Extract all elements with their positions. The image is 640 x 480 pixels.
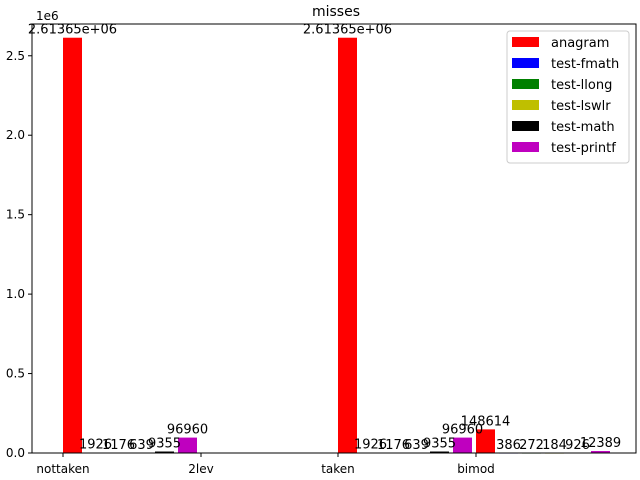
legend-swatch-test-lswlr (512, 100, 539, 110)
legend-swatch-test-llong (512, 79, 539, 89)
legend-swatch-anagram (512, 37, 539, 47)
value-label-taken-test-lswlr: 639 (404, 438, 429, 453)
legend-label-test-printf: test-printf (551, 141, 616, 156)
value-label-taken-test-printf: 96960 (442, 423, 483, 438)
bar-taken-test-math (430, 451, 449, 453)
bar-taken-anagram (338, 37, 357, 453)
value-label-bimod-test-lswlr: 184 (542, 438, 567, 453)
bar-bimod-test-printf (591, 451, 610, 453)
y-tick-label: 2.5 (6, 49, 25, 63)
bar-nottaken-test-math (155, 451, 174, 453)
x-tick-label-nottaken: nottaken (36, 462, 89, 476)
chart-title: misses (312, 4, 360, 20)
value-label-bimod-test-fmath: 386 (496, 438, 521, 453)
plot-frame (31, 23, 637, 454)
x-axis: nottaken 2lev taken bimod (36, 453, 495, 476)
legend: anagram test-fmath test-llong test-lswlr tes… (506, 30, 630, 164)
legend-label-test-math: test-math (551, 120, 615, 135)
legend-label-test-lswlr: test-lswlr (551, 99, 611, 114)
value-labels-layer: 2.61365e+06192611766399355969602.61365e+… (28, 23, 621, 453)
bar-bimod-anagram (476, 429, 495, 453)
y-tick-label: 1.5 (6, 208, 25, 222)
bar-nottaken-anagram (63, 37, 82, 453)
bars-layer (63, 37, 610, 454)
value-label-nottaken-test-math: 9355 (148, 437, 181, 452)
y-tick-label: 1.0 (6, 287, 25, 301)
value-label-bimod-anagram: 148614 (461, 414, 511, 429)
legend-label-test-llong: test-llong (551, 78, 612, 93)
x-tick-label-bimod: bimod (457, 462, 495, 476)
legend-label-test-fmath: test-fmath (551, 57, 619, 72)
value-label-nottaken-anagram: 2.61365e+06 (28, 23, 117, 38)
y-tick-label: 0.5 (6, 367, 25, 381)
value-label-nottaken-test-llong: 1176 (102, 438, 135, 453)
y-axis: 0.0 0.5 1.0 1.5 2.0 2.5 (6, 49, 32, 460)
bar-taken-test-printf (453, 437, 472, 453)
value-label-taken-test-math: 9355 (423, 437, 456, 452)
value-label-taken-test-llong: 1176 (377, 438, 410, 453)
bar-nottaken-test-printf (178, 437, 197, 453)
value-label-nottaken-test-printf: 96960 (167, 423, 208, 438)
value-label-nottaken-test-fmath: 1926 (79, 438, 112, 453)
y-tick-label: 0.0 (6, 446, 25, 460)
value-label-taken-anagram: 2.61365e+06 (303, 23, 392, 38)
x-tick-label-taken: taken (321, 462, 355, 476)
value-label-bimod-test-llong: 272 (519, 438, 544, 453)
value-label-bimod-test-printf: 12389 (580, 436, 621, 451)
y-multiplier-label: 1e6 (36, 9, 59, 23)
value-label-bimod-test-math: 926 (565, 438, 590, 453)
legend-swatch-test-math (512, 121, 539, 131)
x-tick-label-2lev: 2lev (188, 462, 213, 476)
legend-swatch-test-printf (512, 142, 539, 152)
value-label-taken-test-fmath: 1926 (354, 438, 387, 453)
legend-swatch-test-fmath (512, 58, 539, 68)
legend-label-anagram: anagram (551, 36, 609, 51)
value-label-nottaken-test-lswlr: 639 (129, 438, 154, 453)
y-tick-label: 2.0 (6, 128, 25, 142)
